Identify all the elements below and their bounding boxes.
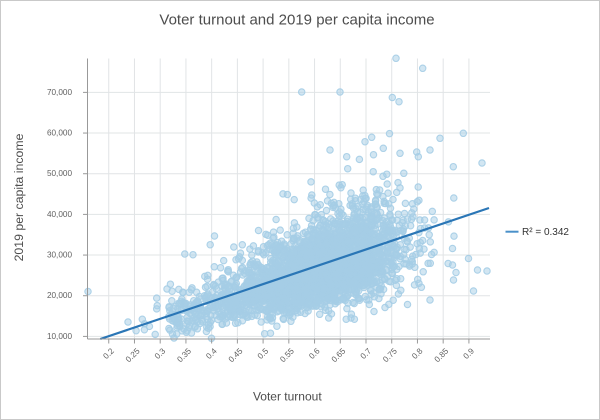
svg-text:50,000: 50,000 bbox=[47, 169, 72, 178]
svg-text:R² = 0.342: R² = 0.342 bbox=[522, 227, 569, 238]
svg-text:20,000: 20,000 bbox=[47, 291, 72, 300]
svg-text:Voter turnout: Voter turnout bbox=[253, 390, 322, 404]
svg-text:10,000: 10,000 bbox=[47, 332, 72, 341]
svg-text:30,000: 30,000 bbox=[47, 251, 72, 260]
svg-text:Voter turnout and 2019 per cap: Voter turnout and 2019 per capita income bbox=[159, 12, 434, 29]
svg-text:60,000: 60,000 bbox=[47, 129, 72, 138]
svg-text:40,000: 40,000 bbox=[47, 210, 72, 219]
svg-text:2019 per capita income: 2019 per capita income bbox=[12, 133, 26, 261]
svg-text:70,000: 70,000 bbox=[47, 88, 72, 97]
